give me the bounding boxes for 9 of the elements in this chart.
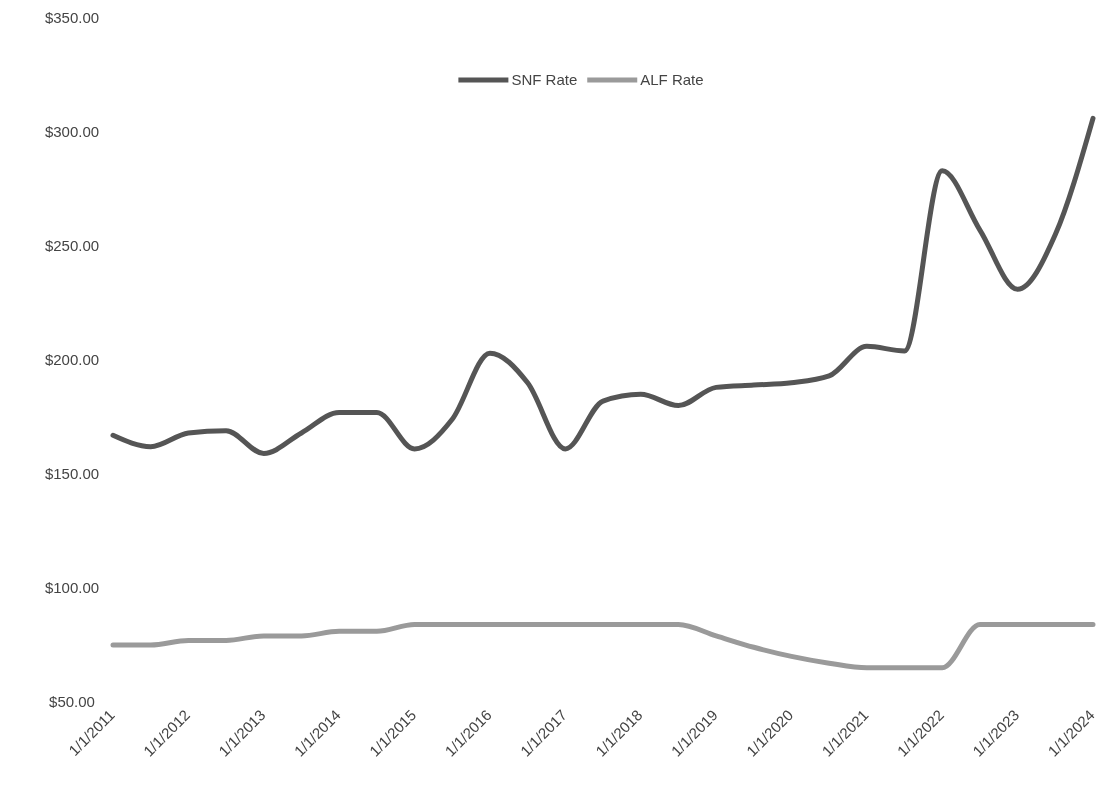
y-tick-label: $200.00 [44, 351, 100, 369]
y-tick-label: $50.00 [49, 693, 95, 711]
y-tick-label: $250.00 [44, 237, 100, 255]
legend-label: SNF Rate [511, 71, 578, 88]
y-tick-label: $350.00 [44, 9, 100, 27]
legend-label: ALF Rate [640, 71, 704, 88]
y-tick-label: $100.00 [44, 579, 100, 597]
y-tick-label: $300.00 [44, 123, 100, 141]
y-tick-label: $150.00 [44, 465, 100, 483]
